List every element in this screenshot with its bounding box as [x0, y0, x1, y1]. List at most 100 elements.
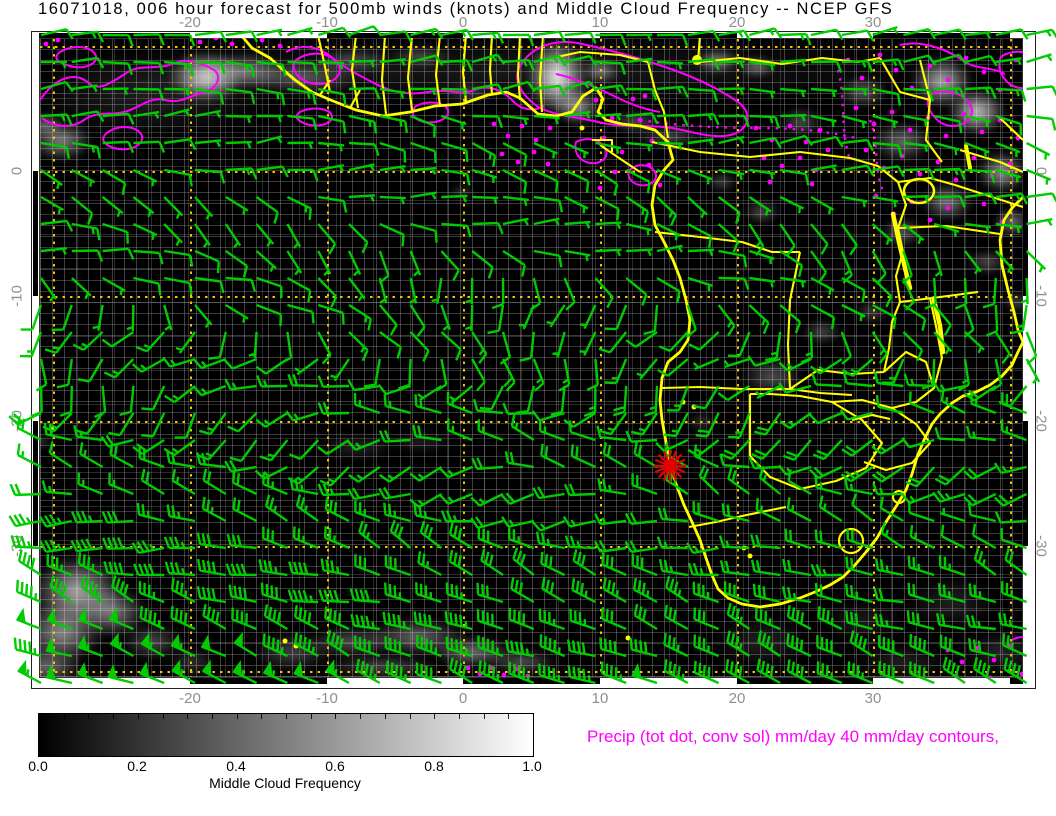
gridline-longitude [190, 39, 192, 677]
frame-strip-segment [737, 678, 873, 684]
colorbar-tick-label: 0.2 [127, 758, 147, 774]
cloud-blob [633, 124, 705, 150]
colorbar-minor-tick [458, 714, 460, 719]
cloud-blob [911, 56, 973, 108]
precip-dot [1038, 648, 1043, 653]
cloud-blob [40, 121, 93, 161]
cloud-blob [738, 56, 776, 78]
colorbar-minor-tick [187, 714, 189, 719]
cloud-blob [251, 633, 333, 671]
colorbar-tick-label: 0.0 [28, 758, 48, 774]
colorbar-minor-tick [286, 714, 287, 719]
colorbar-minor-tick [211, 714, 213, 719]
cloud-blob [993, 207, 1022, 237]
frame-strip-segment [33, 171, 38, 296]
cloud-blob [527, 39, 587, 115]
axis-label-bottom-longitude: 20 [728, 690, 746, 707]
colorbar-minor-tick [508, 714, 510, 719]
cloud-blob [366, 618, 468, 656]
cloud-blob [1001, 291, 1022, 313]
colorbar-minor-tick [409, 714, 411, 719]
cloud-blob [386, 431, 458, 453]
cloud-blob [168, 51, 244, 103]
cloud-blob [202, 53, 286, 89]
gridline-latitude [40, 546, 1022, 548]
colorbar-minor-tick [63, 714, 65, 719]
axis-label-right-latitude: 0 [1032, 166, 1050, 176]
cloud-blob [321, 654, 443, 677]
gridline-longitude [873, 39, 875, 677]
axis-label-bottom-longitude: 0 [458, 690, 468, 707]
axis-label-right-latitude: -30 [1032, 535, 1050, 557]
cloud-blob [40, 601, 103, 663]
cloud-blob [121, 623, 183, 661]
plot-title: 16071018, 006 hour forecast for 500mb wi… [38, 0, 894, 18]
gridline-longitude [327, 39, 329, 677]
colorbar-minor-tick [113, 714, 115, 719]
frame-strip-segment [190, 678, 327, 684]
axis-label-bottom-longitude: 10 [591, 690, 609, 707]
gridline-latitude [40, 671, 1022, 673]
axis-label-right-latitude: -20 [1032, 410, 1050, 432]
axis-label-bottom-longitude: 30 [864, 690, 882, 707]
colorbar-minor-tick [434, 714, 436, 719]
axis-label-left-latitude: -30 [8, 535, 26, 557]
axis-label-top-longitude: 20 [728, 14, 746, 31]
colorbar-tick-label: 1.0 [522, 758, 542, 774]
colorbar-minor-tick [88, 714, 90, 719]
frame-strip-left [33, 38, 38, 678]
cloud-blob [966, 249, 1008, 275]
axis-label-left-latitude: 0 [8, 166, 26, 176]
cloud-blob [801, 319, 843, 345]
cloud-blob [711, 616, 813, 668]
gridline-latitude [40, 421, 1022, 423]
frame-strip-right [1023, 38, 1028, 678]
axis-label-top-longitude: 10 [591, 14, 609, 31]
gridline-latitude [40, 296, 1022, 298]
cloud-blob [837, 76, 889, 108]
frame-strip-segment [33, 421, 38, 546]
cloud-blob [694, 48, 740, 74]
cloud-blob [40, 112, 65, 138]
cloud-blob [881, 216, 923, 248]
cloud-blob [443, 82, 495, 104]
cloud-blob [40, 434, 52, 450]
cloud-blob [40, 646, 83, 677]
gridline-longitude [53, 39, 55, 677]
axis-label-top-longitude: 30 [864, 14, 882, 31]
cloud-blob [741, 358, 803, 396]
frame-strip-segment [1023, 421, 1028, 546]
cloud-blob [706, 171, 738, 193]
colorbar-caption: Middle Cloud Frequency [209, 775, 361, 791]
cloud-blob [166, 646, 218, 677]
colorbar-minor-tick [310, 714, 312, 719]
cloud-blob [553, 88, 601, 126]
cloud-blob [40, 556, 123, 628]
frame-strip-segment [1023, 171, 1028, 296]
colorbar-minor-tick [360, 714, 362, 719]
colorbar-minor-tick [261, 714, 263, 719]
cloud-blob [306, 626, 398, 658]
colorbar-minor-tick [335, 714, 337, 719]
colorbar-minor-tick [384, 714, 386, 719]
colorbar-tick-label: 0.6 [325, 758, 345, 774]
cloud-blob [239, 60, 363, 94]
gridline-longitude [1010, 39, 1012, 677]
cloud-blob [743, 199, 781, 225]
gridline-longitude [463, 39, 465, 677]
cloud-blob [40, 51, 281, 141]
cloud-blob [921, 183, 973, 221]
cloud-blob [871, 121, 933, 163]
cloud-blob [948, 89, 1006, 135]
gridline-longitude [600, 39, 602, 677]
axis-label-left-latitude: -20 [8, 410, 26, 432]
axis-label-left-latitude: -10 [8, 285, 26, 307]
cloud-blob [906, 576, 998, 628]
cloud-blob [449, 183, 475, 201]
colorbar-tick-label: 0.8 [424, 758, 444, 774]
cloud-blob [780, 106, 822, 138]
precip-legend-text: Precip (tot dot, conv sol) mm/day 40 mm/… [587, 727, 999, 746]
gridline-latitude [40, 46, 1022, 48]
axis-label-top-longitude: 0 [458, 14, 468, 31]
